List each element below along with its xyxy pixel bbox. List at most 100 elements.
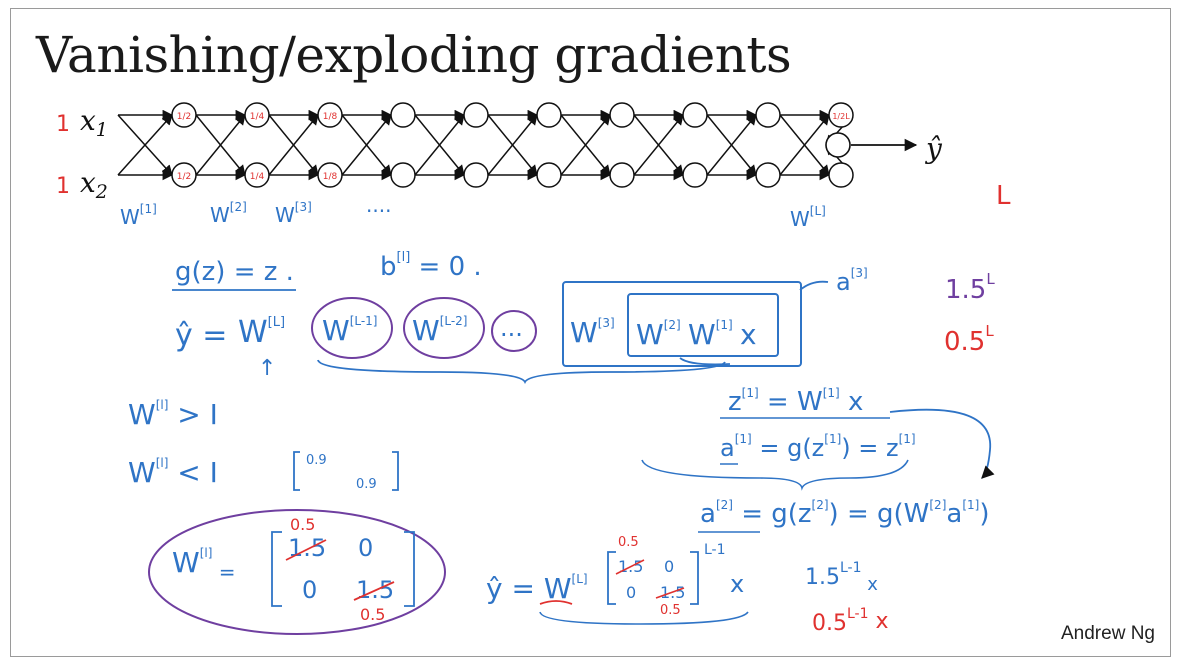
yhat-matrix-right-bracket — [690, 551, 699, 605]
arrow-to-a2 — [889, 408, 995, 479]
yhat-matrix-left-bracket — [607, 551, 616, 605]
hidden-node-l10-2 — [828, 162, 854, 188]
circle-dots — [491, 310, 537, 352]
circle-wL-1 — [311, 297, 393, 359]
edge-layer-8-2-1 — [706, 114, 757, 176]
hidden-node-l9-2 — [755, 162, 781, 188]
label-a3: a[3] — [836, 266, 868, 296]
depth-label-L: L — [996, 181, 1011, 211]
node-label-l2-2: 1/4 — [250, 172, 265, 182]
brace-yhat-matrix — [539, 611, 749, 625]
yhat-x: x — [740, 318, 757, 351]
node-label-l1-1: 1/2 — [177, 112, 191, 122]
hidden-node-l5-2 — [463, 162, 489, 188]
small-matrix-right-bracket — [392, 451, 399, 491]
weight-labels: W[1] W[2] W[3] .... W[L] — [120, 193, 826, 231]
yhat-cell-12: 0 — [664, 557, 674, 576]
wl-matrix-right-bracket — [404, 531, 415, 607]
node-label-l1-2: 1/2 — [177, 172, 191, 182]
edge-layer-1-2-1 — [195, 114, 246, 176]
node-label-l3-2: 1/8 — [323, 172, 338, 182]
yhat-w2: W[2] — [636, 318, 681, 351]
wl-strike-11 — [285, 539, 327, 561]
weight-label-w1: W[1] — [120, 202, 157, 229]
yhat-dots: ... — [500, 314, 523, 342]
weight-label-w3: W[3] — [275, 200, 312, 227]
slide-title: Vanishing/exploding gradients — [36, 26, 792, 84]
a3-pointer — [799, 280, 829, 291]
brace-a1 — [641, 459, 909, 491]
note-w-less: W[l] < I — [128, 456, 218, 489]
author-credit: Andrew Ng — [1061, 623, 1155, 644]
edge-layer-7-2-1 — [633, 114, 684, 176]
neural-network-diagram: 1 1 x1 x2 1/2 1/2 1/4 1/4 1/8 1/8 1/2L ŷ W[1] … — [56, 102, 1011, 231]
edge-layer-2-2-1 — [268, 114, 319, 176]
weight-label-dots: .... — [366, 193, 391, 217]
wl-strike-22 — [353, 581, 395, 601]
input-value-2: 1 — [56, 174, 70, 199]
node-label-l10-1: 1/2L — [832, 112, 850, 121]
edge-input-2-to-node-1 — [117, 114, 173, 176]
node-label-l3-1: 1/8 — [323, 112, 338, 122]
hidden-node-l1-1 — [171, 102, 197, 128]
note-activation: g(z) = z . — [175, 257, 294, 287]
hidden-node-l6-2 — [536, 162, 562, 188]
network-node-labels: 1/2 1/2 1/4 1/4 1/8 1/8 1/2L — [177, 112, 850, 182]
edge-layer-5-2-1 — [487, 114, 538, 176]
hidden-node-l10-1 — [828, 102, 854, 128]
wl-matrix-lhs: W[l] = — [172, 546, 236, 584]
output-node — [825, 132, 851, 158]
yhat-matrix-x: x — [730, 570, 744, 598]
edge-layer-9-2-1 — [779, 114, 830, 176]
brace-product — [317, 359, 726, 384]
yhat-wL-2: W[L-2] — [412, 314, 468, 347]
exp-decay: 0.5L — [944, 322, 994, 357]
box-a3 — [562, 281, 802, 367]
yhat-correction-22: 0.5 — [660, 603, 681, 618]
wl-cell-11: 1.5 — [288, 534, 326, 562]
hidden-node-l3-1 — [317, 102, 343, 128]
small-matrix-cell-2: 0.9 — [356, 477, 377, 492]
yhat-correction-11: 0.5 — [618, 535, 639, 550]
yhat-w3: W[3] — [570, 316, 615, 349]
node-label-l2-1: 1/4 — [250, 112, 265, 122]
box-a2 — [627, 293, 779, 357]
note-a1: a[1] = g(z[1]) = z[1] — [720, 432, 916, 462]
hidden-node-l9-1 — [755, 102, 781, 128]
small-matrix-left-bracket — [293, 451, 300, 491]
wl-cell-12: 0 — [358, 534, 373, 562]
circle-wL-2 — [403, 297, 485, 359]
output-yhat: ŷ — [924, 132, 943, 165]
hidden-node-l3-2 — [317, 162, 343, 188]
input-x1: x1 — [80, 104, 108, 141]
yhat-wL: W[L] — [238, 315, 285, 350]
hidden-node-l5-1 — [463, 102, 489, 128]
yhat-w1: W[1] — [688, 318, 733, 351]
input-x2: x2 — [80, 166, 108, 203]
network-nodes — [171, 102, 854, 188]
note-a2: a[2] = g(z[2]) = g(W[2]a[1]) — [700, 498, 989, 529]
hidden-node-l2-1 — [244, 102, 270, 128]
note-w-greater: W[l] > I — [128, 398, 218, 431]
yhat-matrix-exponent: L-1 — [704, 542, 726, 558]
yhat-wL-1: W[L-1] — [322, 314, 378, 347]
handwritten-notes: g(z) = z . b[l] = 0 . ŷ = W[L] ↑ W[L-1] … — [128, 250, 995, 636]
yhat-strike-22 — [655, 587, 685, 599]
weight-label-wl: W[L] — [790, 204, 826, 231]
wl-matrix-left-bracket — [271, 531, 282, 607]
growth-x: 1.5L-1 x — [805, 560, 878, 595]
hidden-node-l8-2 — [682, 162, 708, 188]
edge-layer-4-2-1 — [414, 114, 465, 176]
decay-x: 0.5L-1 x — [812, 606, 889, 636]
hidden-node-l8-1 — [682, 102, 708, 128]
wl-cell-21: 0 — [302, 576, 317, 604]
hidden-node-l2-2 — [244, 162, 270, 188]
yhat-up-arrow: ↑ — [258, 356, 276, 381]
yhat-cell-21: 0 — [626, 583, 636, 602]
hidden-node-l6-1 — [536, 102, 562, 128]
edge-layer-6-2-1 — [560, 114, 611, 176]
yhat-strike-11 — [615, 559, 645, 575]
hidden-node-l1-2 — [171, 162, 197, 188]
